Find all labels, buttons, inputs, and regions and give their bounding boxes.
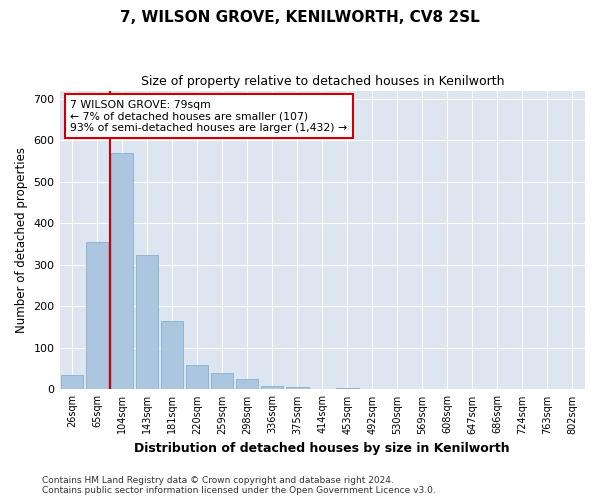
Bar [86,242,109,390]
Bar [111,153,133,390]
Text: 7, WILSON GROVE, KENILWORTH, CV8 2SL: 7, WILSON GROVE, KENILWORTH, CV8 2SL [120,10,480,25]
Bar [61,375,83,390]
Bar [236,379,259,390]
Bar [286,388,308,390]
Bar [411,388,434,390]
Bar [211,373,233,390]
Title: Size of property relative to detached houses in Kenilworth: Size of property relative to detached ho… [140,75,504,88]
Bar [136,254,158,390]
Bar [336,388,359,390]
Bar [186,364,208,390]
Text: 7 WILSON GROVE: 79sqm
← 7% of detached houses are smaller (107)
93% of semi-deta: 7 WILSON GROVE: 79sqm ← 7% of detached h… [70,100,347,132]
Y-axis label: Number of detached properties: Number of detached properties [15,147,28,333]
Bar [261,386,283,390]
Bar [561,388,584,390]
Text: Contains HM Land Registry data © Crown copyright and database right 2024.
Contai: Contains HM Land Registry data © Crown c… [42,476,436,495]
Bar [511,388,534,390]
Bar [161,321,184,390]
X-axis label: Distribution of detached houses by size in Kenilworth: Distribution of detached houses by size … [134,442,510,455]
